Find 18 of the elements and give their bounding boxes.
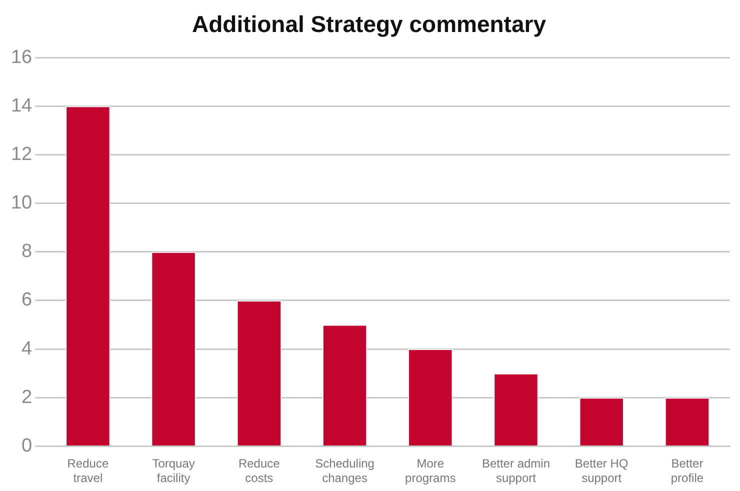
y-tick-label: 6 [22,290,32,311]
y-tick-label: 8 [22,241,32,262]
y-tick-label: 14 [10,95,33,116]
x-tick-label: Reduce travel [67,456,109,486]
y-tick-label: 10 [10,192,32,214]
y-tick-label: 2 [22,386,32,408]
x-tick-label: Better HQ support [574,456,628,486]
y-tick-label: 12 [10,144,32,165]
x-tick-label: Reduce costs [238,456,280,486]
y-tick-label: 4 [22,338,33,360]
chart-title: Additional Strategy commentary [192,11,546,38]
y-tick-label: 16 [10,46,32,68]
x-tick-label: Scheduling changes [315,456,374,486]
x-tick-label: Better profile [670,456,704,486]
x-tick-label: Better admin support [482,456,550,486]
x-tick-label: Torquay facility [152,456,195,486]
x-tick-label: More programs [405,456,456,486]
y-tick-label: 0 [22,435,32,456]
